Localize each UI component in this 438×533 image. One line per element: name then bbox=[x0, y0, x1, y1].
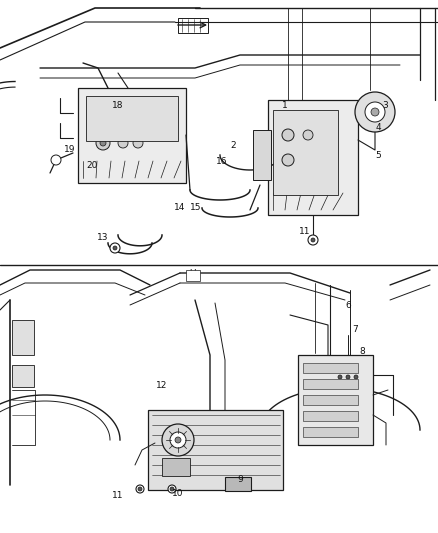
FancyBboxPatch shape bbox=[268, 100, 358, 215]
FancyBboxPatch shape bbox=[225, 477, 251, 491]
FancyBboxPatch shape bbox=[178, 18, 208, 33]
Circle shape bbox=[365, 102, 385, 122]
Text: 18: 18 bbox=[112, 101, 124, 109]
Text: 16: 16 bbox=[216, 157, 228, 166]
Circle shape bbox=[346, 375, 350, 379]
Circle shape bbox=[170, 487, 174, 491]
Text: 2: 2 bbox=[230, 141, 236, 149]
Circle shape bbox=[338, 375, 342, 379]
FancyBboxPatch shape bbox=[12, 365, 34, 387]
FancyBboxPatch shape bbox=[303, 395, 358, 405]
Text: 7: 7 bbox=[352, 326, 358, 335]
Circle shape bbox=[136, 485, 144, 493]
Circle shape bbox=[282, 154, 294, 166]
Circle shape bbox=[355, 92, 395, 132]
FancyBboxPatch shape bbox=[162, 458, 190, 476]
Text: 14: 14 bbox=[174, 203, 186, 212]
Text: 10: 10 bbox=[172, 489, 184, 498]
Circle shape bbox=[308, 235, 318, 245]
Circle shape bbox=[181, 467, 184, 471]
Text: 4: 4 bbox=[375, 124, 381, 133]
Text: 3: 3 bbox=[382, 101, 388, 109]
Circle shape bbox=[173, 467, 177, 471]
Circle shape bbox=[51, 155, 61, 165]
Circle shape bbox=[113, 246, 117, 250]
Text: 12: 12 bbox=[156, 381, 168, 390]
FancyBboxPatch shape bbox=[303, 411, 358, 421]
Circle shape bbox=[173, 462, 177, 464]
Circle shape bbox=[118, 138, 128, 148]
FancyBboxPatch shape bbox=[303, 379, 358, 389]
Circle shape bbox=[96, 136, 110, 150]
Circle shape bbox=[282, 129, 294, 141]
FancyBboxPatch shape bbox=[78, 88, 186, 183]
Circle shape bbox=[354, 375, 358, 379]
FancyBboxPatch shape bbox=[86, 96, 178, 141]
Text: 9: 9 bbox=[237, 475, 243, 484]
Circle shape bbox=[371, 108, 379, 116]
Text: 11: 11 bbox=[299, 228, 311, 237]
FancyBboxPatch shape bbox=[186, 270, 200, 281]
FancyBboxPatch shape bbox=[303, 363, 358, 373]
Text: 1: 1 bbox=[282, 101, 288, 109]
Circle shape bbox=[181, 462, 184, 464]
Circle shape bbox=[110, 243, 120, 253]
Circle shape bbox=[303, 130, 313, 140]
FancyBboxPatch shape bbox=[253, 130, 271, 180]
Circle shape bbox=[100, 140, 106, 146]
Text: 19: 19 bbox=[64, 146, 76, 155]
Text: 5: 5 bbox=[375, 150, 381, 159]
Circle shape bbox=[170, 432, 186, 448]
FancyBboxPatch shape bbox=[298, 355, 373, 445]
Circle shape bbox=[166, 467, 169, 471]
Circle shape bbox=[133, 138, 143, 148]
Circle shape bbox=[162, 424, 194, 456]
Text: 13: 13 bbox=[97, 233, 109, 243]
FancyBboxPatch shape bbox=[148, 410, 283, 490]
Circle shape bbox=[168, 485, 176, 493]
Circle shape bbox=[166, 462, 169, 464]
FancyBboxPatch shape bbox=[303, 427, 358, 437]
Text: 15: 15 bbox=[190, 203, 202, 212]
Text: U: U bbox=[189, 269, 195, 278]
FancyBboxPatch shape bbox=[273, 110, 338, 195]
FancyBboxPatch shape bbox=[12, 320, 34, 355]
Text: 6: 6 bbox=[345, 301, 351, 310]
Text: 8: 8 bbox=[359, 348, 365, 357]
Circle shape bbox=[175, 437, 181, 443]
Text: 20: 20 bbox=[86, 160, 98, 169]
Circle shape bbox=[138, 487, 142, 491]
Circle shape bbox=[311, 238, 315, 242]
Text: 11: 11 bbox=[112, 491, 124, 500]
